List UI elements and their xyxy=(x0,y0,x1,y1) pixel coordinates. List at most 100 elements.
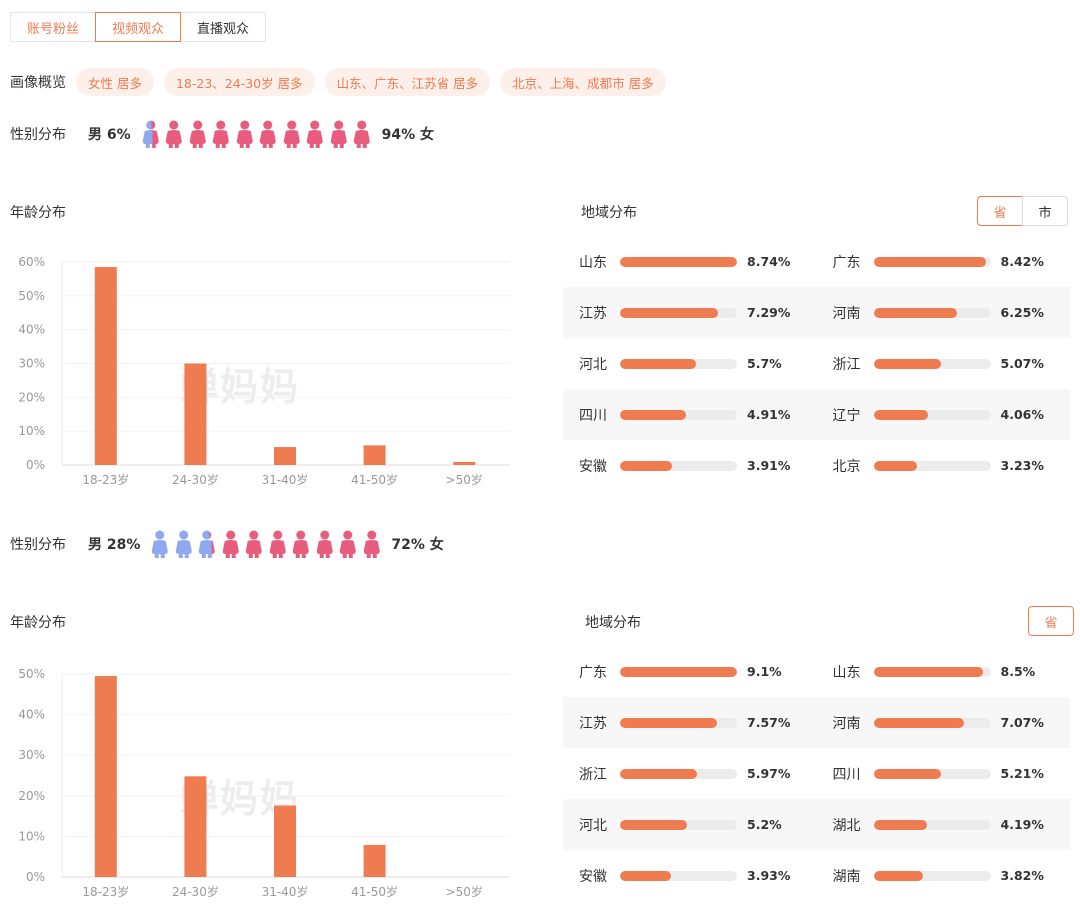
region-item: 山东 8.5% xyxy=(817,662,1071,682)
region-name: 河南 xyxy=(832,715,861,732)
y-tick-label: 60% xyxy=(18,255,45,269)
gender-label: 性别分布 xyxy=(10,127,66,143)
region-bar-track xyxy=(873,460,991,471)
person-icon xyxy=(236,120,253,148)
region-bar-track xyxy=(620,409,737,420)
y-tick-label: 50% xyxy=(18,289,45,303)
region-bar-fill xyxy=(873,870,923,881)
region-bar-fill xyxy=(873,717,965,728)
region-row: 山东 8.74% 广东 8.42% xyxy=(563,236,1070,287)
region-percent: 3.23% xyxy=(1000,458,1044,473)
person-icon xyxy=(222,530,239,558)
y-tick-label: 20% xyxy=(18,390,45,404)
audience-tabs: 账号粉丝 视频观众 直播观众 xyxy=(10,12,266,42)
age-bar xyxy=(274,447,296,465)
region-bar-fill xyxy=(873,666,983,677)
region-bar-track xyxy=(873,717,991,728)
person-icon xyxy=(259,120,276,148)
portrait-overview: 画像概览 女性 居多 18-23、24-30岁 居多 山东、广东、江苏省 居多 … xyxy=(10,68,666,96)
region-percent: 8.74% xyxy=(747,254,791,269)
region-bar-track xyxy=(873,768,991,779)
gender-label: 性别分布 xyxy=(10,537,66,553)
region-bar-fill xyxy=(873,819,928,830)
region-percent: 5.7% xyxy=(747,356,782,371)
person-icon xyxy=(306,120,323,148)
region-bar-track xyxy=(620,717,737,728)
person-icon xyxy=(246,530,263,558)
age-bar xyxy=(363,445,386,465)
age-bar xyxy=(453,461,476,465)
age-bar xyxy=(184,776,207,877)
x-tick-label: 31-40岁 xyxy=(262,884,309,899)
tab-live-audience[interactable]: 直播观众 xyxy=(180,12,266,42)
age-distribution-title: 年龄分布 xyxy=(10,205,66,221)
y-tick-label: 0% xyxy=(26,458,45,472)
region-bar-fill xyxy=(620,819,687,830)
region-item: 江苏 7.29% xyxy=(563,303,817,323)
overview-tag-age: 18-23、24-30岁 居多 xyxy=(163,68,315,96)
region-bar-track xyxy=(620,358,737,369)
region-bar-fill xyxy=(620,358,697,369)
tab-video-audience[interactable]: 视频观众 xyxy=(95,12,181,42)
region-item: 山东 8.74% xyxy=(563,252,817,272)
overview-tag-gender: 女性 居多 xyxy=(76,68,154,96)
province-button[interactable]: 省 xyxy=(977,196,1023,226)
region-bar-track xyxy=(620,768,737,779)
region-percent: 9.1% xyxy=(747,664,782,679)
person-icon xyxy=(363,530,380,558)
tab-account-fans[interactable]: 账号粉丝 xyxy=(10,12,96,42)
province-button[interactable]: 省 xyxy=(1028,606,1074,636)
region-name: 河北 xyxy=(579,817,607,834)
gender-people-icons xyxy=(139,119,374,149)
region-bar-fill xyxy=(620,870,671,881)
region-row: 河北 5.2% 湖北 4.19% xyxy=(563,799,1070,850)
region-name: 浙江 xyxy=(832,356,861,373)
region-bar-fill xyxy=(620,717,718,728)
region-bar-track xyxy=(873,409,991,420)
region-item: 河北 5.2% xyxy=(563,815,817,835)
person-icon xyxy=(199,530,216,558)
region-row: 安徽 3.91% 北京 3.23% xyxy=(563,440,1070,491)
region-name: 辽宁 xyxy=(832,407,861,424)
region-bar-track xyxy=(620,460,737,471)
region-bar-track xyxy=(873,256,991,267)
city-button[interactable]: 市 xyxy=(1022,196,1068,226)
region-bar-track xyxy=(873,666,991,677)
region-item: 河南 7.07% xyxy=(817,713,1071,733)
x-tick-label: 41-50岁 xyxy=(351,884,398,899)
region-item: 四川 5.21% xyxy=(817,764,1071,784)
x-tick-label: 24-30岁 xyxy=(172,884,219,899)
x-tick-label: >50岁 xyxy=(446,884,483,899)
person-icon xyxy=(330,120,347,148)
y-tick-label: 40% xyxy=(18,323,45,337)
region-item: 辽宁 4.06% xyxy=(817,405,1071,425)
person-icon xyxy=(212,120,229,148)
region-row: 四川 4.91% 辽宁 4.06% xyxy=(563,389,1070,440)
region-item: 安徽 3.91% xyxy=(563,456,817,476)
region-item: 安徽 3.93% xyxy=(563,866,817,886)
female-percent: 72% 女 xyxy=(391,537,444,553)
person-icon xyxy=(269,530,286,558)
region-name: 湖南 xyxy=(832,868,861,885)
region-item: 四川 4.91% xyxy=(563,405,817,425)
region-distribution-title: 地域分布 xyxy=(585,615,641,631)
y-tick-label: 40% xyxy=(18,708,45,722)
region-bar-track xyxy=(620,819,737,830)
person-icon xyxy=(283,120,300,148)
person-icon xyxy=(316,530,333,558)
person-icon xyxy=(353,120,370,148)
person-icon xyxy=(142,120,159,148)
region-percent: 3.91% xyxy=(747,458,791,473)
overview-tag-province: 山东、广东、江苏省 居多 xyxy=(324,68,491,96)
region-item: 河北 5.7% xyxy=(563,354,817,374)
region-bar-fill xyxy=(620,256,737,267)
region-bar-track xyxy=(873,307,991,318)
region-name: 山东 xyxy=(832,664,861,681)
region-name: 四川 xyxy=(579,407,607,424)
region-percent: 3.82% xyxy=(1000,868,1044,883)
region-percent: 5.07% xyxy=(1000,356,1044,371)
region-bar-track xyxy=(620,870,737,881)
x-tick-label: 18-23岁 xyxy=(82,884,129,899)
region-item: 河南 6.25% xyxy=(817,303,1071,323)
gender-distribution-1: 性别分布 男 6% 94% 女 xyxy=(10,119,434,149)
